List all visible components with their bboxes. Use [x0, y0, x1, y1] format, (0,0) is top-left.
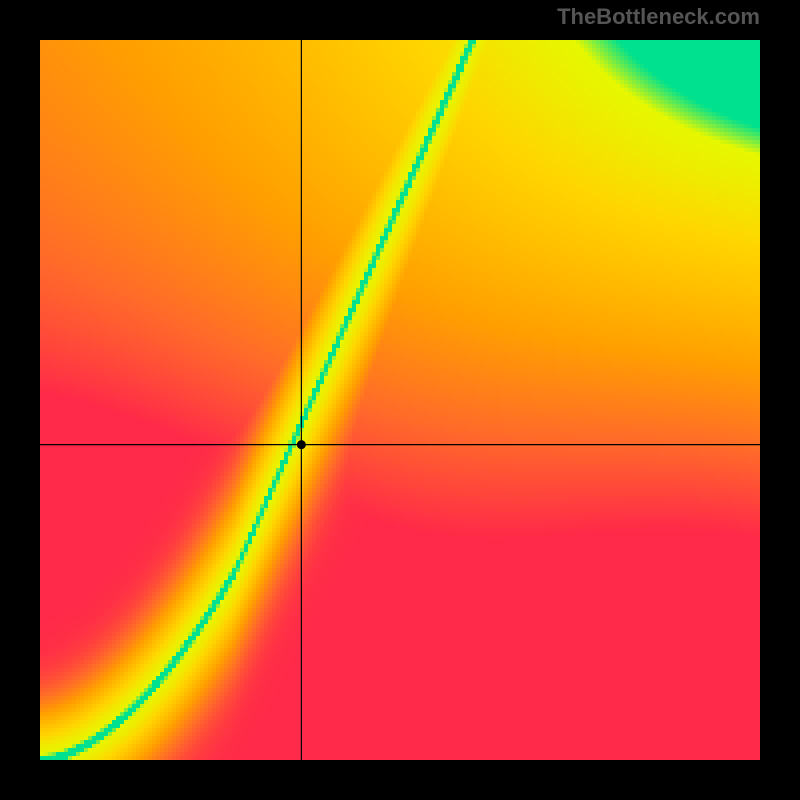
bottleneck-heatmap: [40, 40, 760, 760]
chart-container: TheBottleneck.com: [0, 0, 800, 800]
watermark-text: TheBottleneck.com: [557, 4, 760, 30]
